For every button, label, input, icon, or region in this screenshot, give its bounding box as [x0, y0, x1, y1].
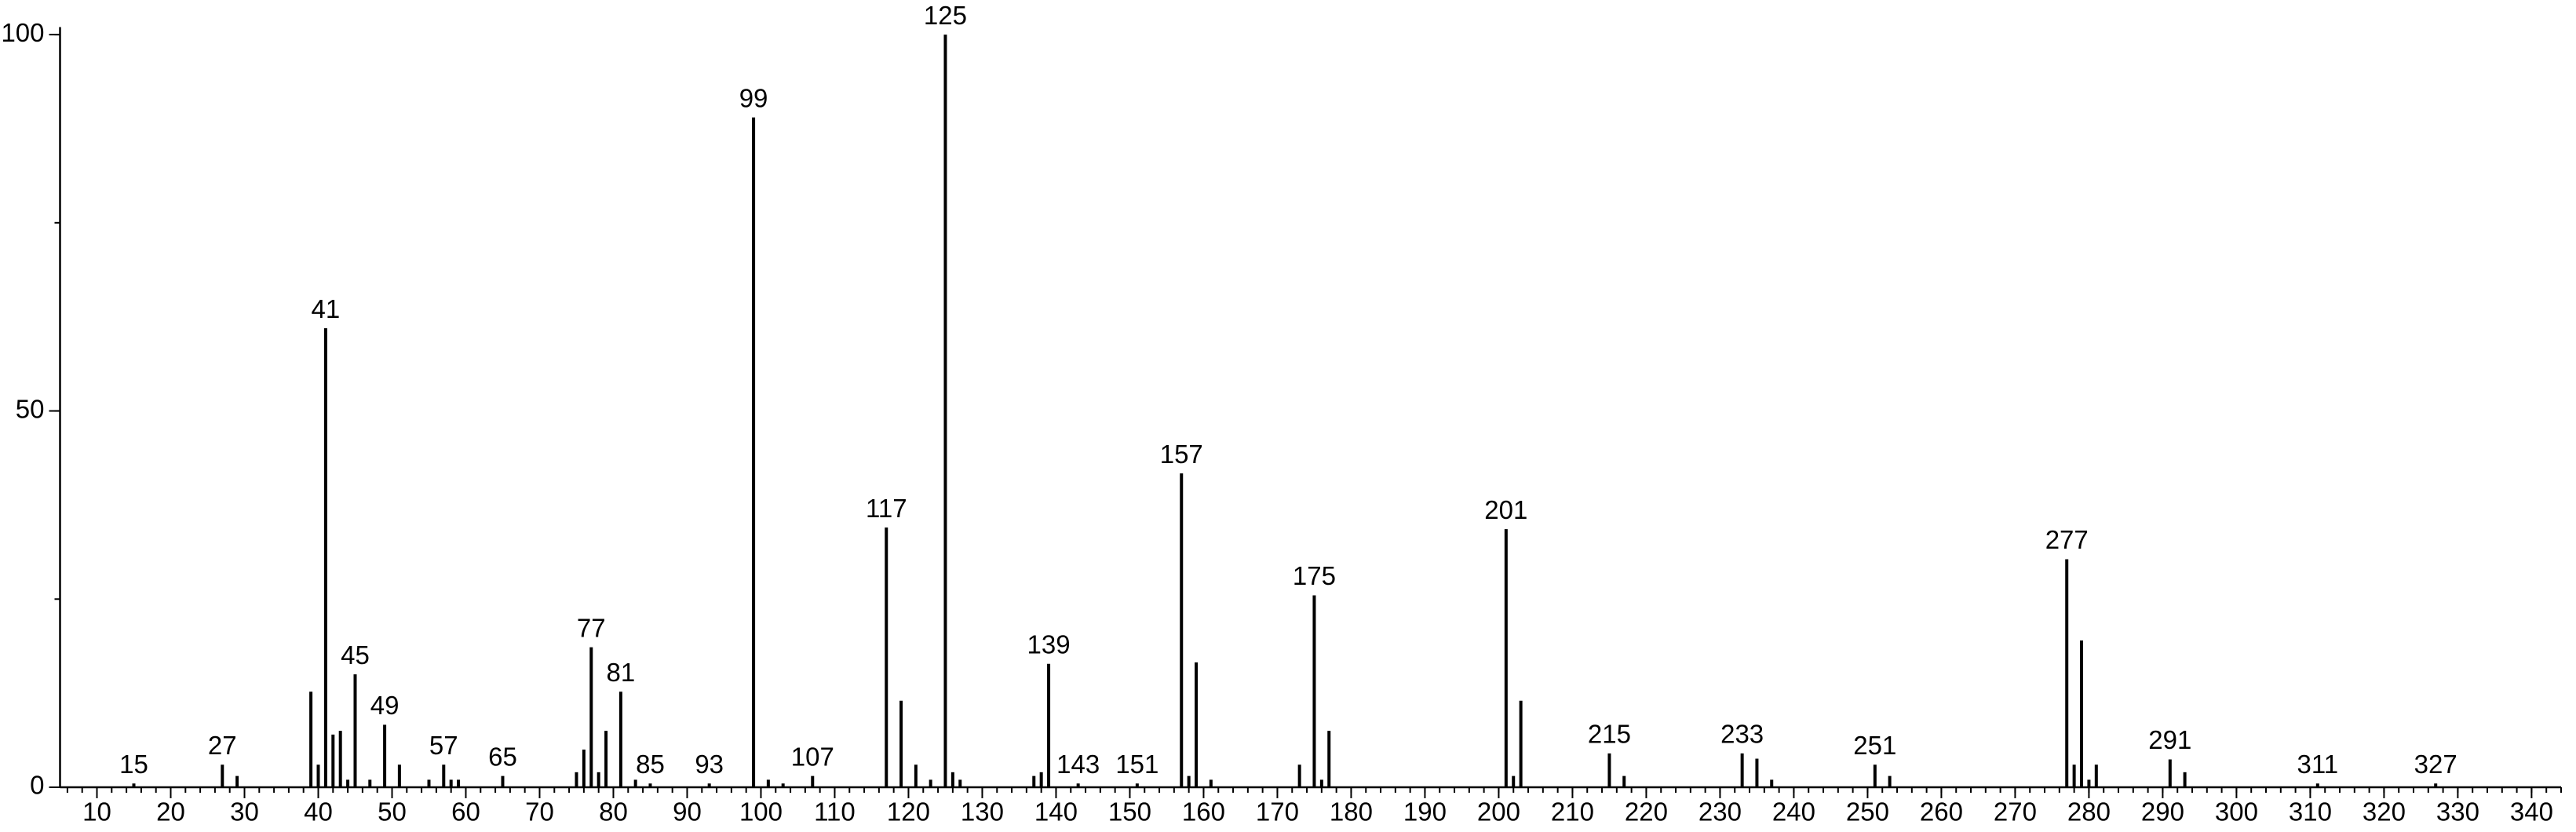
x-tick-label: 320 — [2363, 797, 2406, 827]
peak-label: 139 — [1027, 629, 1071, 659]
x-tick-label: 70 — [525, 797, 554, 827]
x-tick-label: 90 — [673, 797, 702, 827]
x-tick-label: 180 — [1330, 797, 1373, 827]
peak-label: 107 — [791, 742, 834, 771]
peak-label: 215 — [1588, 720, 1631, 749]
x-tick-label: 130 — [961, 797, 1004, 827]
x-tick-label: 230 — [1698, 797, 1742, 827]
x-tick-label: 280 — [2067, 797, 2111, 827]
peak-label: 157 — [1160, 440, 1203, 469]
x-tick-label: 300 — [2215, 797, 2258, 827]
x-tick-label: 240 — [1772, 797, 1815, 827]
peak-label: 277 — [2045, 525, 2089, 554]
x-tick-label: 140 — [1034, 797, 1078, 827]
peak-label: 15 — [119, 750, 148, 779]
peak-label: 57 — [429, 731, 458, 760]
x-tick-label: 200 — [1477, 797, 1520, 827]
x-tick-label: 170 — [1256, 797, 1299, 827]
peak-label: 65 — [488, 742, 517, 771]
peak-label: 85 — [636, 750, 665, 779]
peak-label: 99 — [739, 83, 768, 112]
x-tick-label: 150 — [1108, 797, 1151, 827]
peak-label: 201 — [1484, 495, 1527, 524]
x-tick-label: 220 — [1625, 797, 1668, 827]
x-tick-label: 210 — [1551, 797, 1594, 827]
peak-label: 291 — [2148, 725, 2191, 754]
peak-label: 93 — [695, 750, 724, 779]
peak-label: 45 — [341, 640, 370, 670]
y-tick-label: 50 — [16, 394, 45, 423]
peak-label: 81 — [607, 658, 636, 687]
x-tick-label: 10 — [82, 797, 111, 827]
x-tick-label: 60 — [451, 797, 480, 827]
x-tick-label: 340 — [2510, 797, 2553, 827]
x-tick-label: 50 — [378, 797, 407, 827]
peak-label: 327 — [2414, 750, 2457, 779]
y-tick-label: 0 — [30, 771, 44, 800]
x-tick-label: 250 — [1846, 797, 1889, 827]
x-tick-label: 160 — [1182, 797, 1225, 827]
x-tick-label: 80 — [599, 797, 628, 827]
peak-label: 233 — [1720, 720, 1764, 749]
peak-label: 27 — [208, 731, 237, 760]
peak-label: 151 — [1115, 750, 1158, 779]
x-tick-label: 30 — [230, 797, 259, 827]
x-tick-label: 20 — [156, 797, 185, 827]
peak-label: 125 — [924, 1, 967, 30]
x-tick-label: 100 — [739, 797, 783, 827]
x-tick-label: 110 — [814, 797, 856, 827]
peak-label: 41 — [312, 294, 341, 323]
peak-label: 143 — [1056, 750, 1100, 779]
peak-label: 311 — [2297, 750, 2338, 779]
x-tick-label: 270 — [1994, 797, 2037, 827]
peak-label: 175 — [1293, 561, 1336, 590]
peak-label: 251 — [1853, 731, 1896, 760]
x-tick-label: 330 — [2436, 797, 2479, 827]
x-tick-label: 290 — [2141, 797, 2184, 827]
x-tick-label: 190 — [1403, 797, 1447, 827]
peak-label: 77 — [577, 613, 606, 642]
peak-label: 117 — [866, 494, 907, 523]
y-tick-label: 100 — [1, 18, 44, 47]
x-tick-label: 260 — [1920, 797, 1963, 827]
x-tick-label: 310 — [2289, 797, 2332, 827]
peak-label: 49 — [370, 691, 400, 720]
x-tick-label: 120 — [887, 797, 930, 827]
x-tick-label: 40 — [304, 797, 333, 827]
